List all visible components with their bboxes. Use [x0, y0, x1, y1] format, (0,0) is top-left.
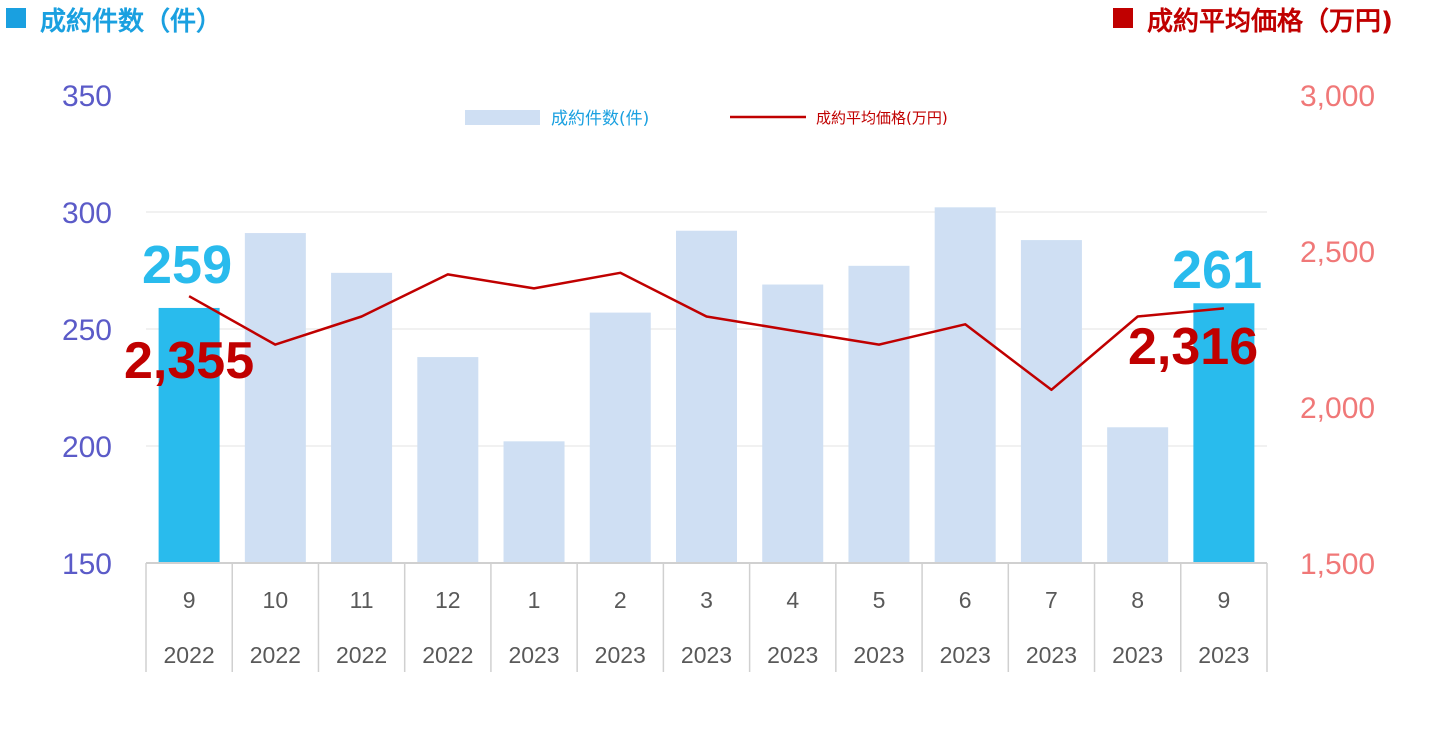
bar	[417, 357, 479, 563]
month-label: 3	[700, 587, 713, 613]
month-label: 2	[614, 587, 627, 613]
year-label: 2023	[767, 642, 818, 668]
left-axis-tick-label: 150	[62, 548, 112, 581]
bar	[503, 441, 565, 563]
month-label: 10	[263, 587, 289, 613]
month-label: 9	[1217, 587, 1230, 613]
legend-line-label: 成約平均価格(万円)	[816, 109, 948, 127]
bar	[1193, 303, 1255, 563]
year-label: 2023	[1026, 642, 1077, 668]
right-axis-tick-label: 2,500	[1300, 236, 1375, 269]
month-label: 8	[1131, 587, 1144, 613]
right-axis-title: 成約平均価格（万円)	[1147, 6, 1393, 37]
legend-bar-swatch-icon	[465, 110, 540, 125]
bar	[158, 307, 220, 563]
left-axis-tick-label: 200	[62, 431, 112, 464]
right-title-square-icon	[1113, 8, 1133, 28]
bar	[934, 207, 996, 563]
month-label: 7	[1045, 587, 1058, 613]
bar	[589, 312, 651, 563]
category-axis: 9 2022 10 2022 11 2022 12 2022 1 2023 2 2023 3 2023 4 2…	[145, 562, 1268, 672]
year-label: 2023	[1198, 642, 1249, 668]
left-axis-tick-label: 250	[62, 314, 112, 347]
year-label: 2022	[336, 642, 387, 668]
year-label: 2022	[164, 642, 215, 668]
left-y-axis: 150 200 250 300 350	[62, 80, 112, 581]
left-axis-title: 成約件数（件）	[40, 6, 222, 37]
year-label: 2022	[250, 642, 301, 668]
last-price-value-label: 2,316	[1128, 318, 1258, 376]
bar	[1020, 240, 1082, 563]
left-axis-tick-label: 350	[62, 80, 112, 113]
left-axis-tick-label: 300	[62, 197, 112, 230]
bar	[1107, 427, 1169, 563]
year-label: 2023	[1112, 642, 1163, 668]
bar	[676, 230, 737, 563]
legend: 成約件数(件) 成約平均価格(万円)	[465, 109, 948, 129]
right-axis-tick-label: 2,000	[1300, 392, 1375, 425]
month-label: 1	[528, 587, 541, 613]
right-y-axis: 1,500 2,000 2,500 3,000	[1300, 80, 1375, 581]
first-price-value-label: 2,355	[124, 332, 254, 390]
bar-series	[158, 207, 1255, 563]
price-line	[188, 271, 1225, 392]
bar	[244, 233, 306, 563]
last-bar-value-label: 261	[1172, 240, 1262, 300]
right-axis-tick-label: 1,500	[1300, 548, 1375, 581]
year-label: 2022	[422, 642, 473, 668]
month-label: 12	[435, 587, 461, 613]
right-axis-tick-label: 3,000	[1300, 80, 1375, 113]
bar	[848, 265, 910, 563]
legend-bar-label: 成約件数(件)	[551, 109, 649, 129]
year-label: 2023	[940, 642, 991, 668]
month-label: 9	[183, 587, 196, 613]
year-label: 2023	[508, 642, 559, 668]
year-label: 2023	[681, 642, 732, 668]
month-label: 4	[786, 587, 799, 613]
month-label: 11	[350, 587, 374, 613]
year-label: 2023	[595, 642, 646, 668]
left-title-square-icon	[6, 8, 26, 28]
bar	[331, 272, 393, 563]
month-label: 6	[959, 587, 972, 613]
year-label: 2023	[853, 642, 904, 668]
month-label: 5	[873, 587, 886, 613]
line-series	[188, 271, 1225, 392]
first-bar-value-label: 259	[142, 235, 232, 295]
